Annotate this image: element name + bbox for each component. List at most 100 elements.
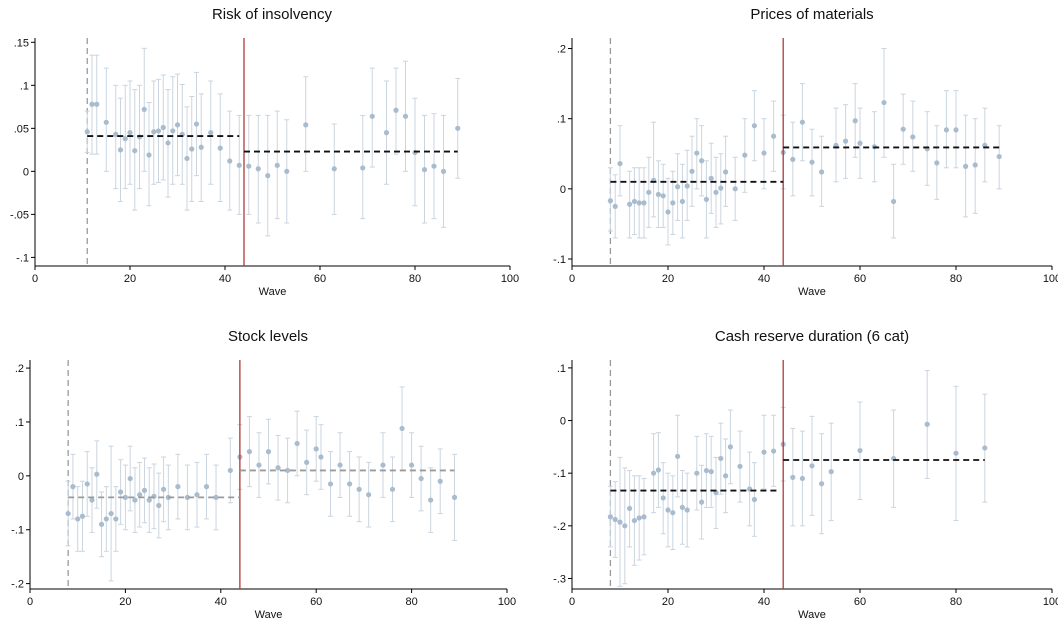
data-point xyxy=(694,435,700,511)
data-point xyxy=(943,90,950,169)
data-point xyxy=(193,71,200,177)
data-point xyxy=(122,84,128,190)
data-point xyxy=(655,432,662,508)
point-marker xyxy=(727,444,734,450)
point-marker xyxy=(337,462,343,468)
data-point xyxy=(612,174,618,239)
point-marker xyxy=(679,198,686,205)
point-marker xyxy=(265,449,272,455)
point-marker xyxy=(703,196,710,202)
point-marker xyxy=(89,497,95,503)
data-point xyxy=(636,167,642,239)
point-marker xyxy=(132,497,138,503)
data-point xyxy=(383,80,390,185)
point-marker xyxy=(84,481,90,487)
data-point xyxy=(409,432,415,498)
data-point xyxy=(924,111,930,186)
data-point xyxy=(996,125,1002,190)
point-marker xyxy=(421,167,428,173)
point-marker xyxy=(723,169,729,175)
point-marker xyxy=(655,191,662,198)
data-point xyxy=(174,73,181,177)
data-point xyxy=(972,118,978,214)
point-marker xyxy=(89,101,95,107)
point-marker xyxy=(972,162,978,168)
point-marker xyxy=(393,107,399,113)
data-point xyxy=(175,453,181,520)
point-marker xyxy=(227,467,233,474)
data-point xyxy=(151,80,157,185)
point-marker xyxy=(399,425,405,432)
point-marker xyxy=(440,168,447,174)
data-point xyxy=(356,456,362,523)
data-point xyxy=(184,106,190,211)
data-point xyxy=(274,110,280,220)
data-point xyxy=(617,456,623,587)
point-marker xyxy=(675,453,681,459)
data-point xyxy=(213,464,219,531)
point-marker xyxy=(660,193,666,199)
data-point xyxy=(660,163,666,228)
data-point xyxy=(953,90,959,169)
data-point xyxy=(612,481,618,558)
point-marker xyxy=(910,134,916,140)
data-point xyxy=(857,401,863,501)
point-marker xyxy=(65,510,71,517)
data-point xyxy=(833,107,839,183)
point-marker xyxy=(689,168,695,174)
data-point xyxy=(881,48,887,158)
point-marker xyxy=(383,130,390,136)
data-point xyxy=(742,118,748,193)
x-axis-label: Wave xyxy=(255,609,283,621)
data-point xyxy=(113,486,119,552)
point-marker xyxy=(996,153,1002,160)
data-point xyxy=(852,83,858,158)
point-marker xyxy=(617,160,623,167)
point-marker xyxy=(127,475,133,482)
data-point xyxy=(284,437,291,504)
data-point xyxy=(627,170,633,239)
chart-panel-1: Risk of insolvency -.1 -.05 0 .05 .1 .15 0 20 40 6… xyxy=(10,6,519,298)
point-marker xyxy=(631,198,638,205)
y-tick-label: .1 xyxy=(20,80,29,92)
y-tick-label: -.2 xyxy=(11,579,24,591)
data-point xyxy=(718,153,724,225)
point-marker xyxy=(655,467,662,473)
data-point xyxy=(141,47,147,172)
data-point xyxy=(94,440,100,509)
point-marker xyxy=(771,133,777,139)
point-marker xyxy=(636,515,642,521)
data-point xyxy=(421,114,428,224)
data-point xyxy=(346,451,353,517)
data-point xyxy=(771,100,777,172)
point-marker xyxy=(617,519,623,525)
point-marker xyxy=(612,516,618,523)
data-point xyxy=(636,475,642,561)
point-marker xyxy=(641,514,647,520)
point-marker xyxy=(437,478,443,484)
data-point xyxy=(360,114,366,220)
point-marker xyxy=(761,150,767,156)
data-point xyxy=(236,114,242,215)
x-tick-label: 20 xyxy=(119,596,131,608)
data-point xyxy=(622,467,628,585)
data-point xyxy=(94,54,100,155)
data-point xyxy=(380,432,386,498)
data-point xyxy=(318,424,324,490)
data-point xyxy=(617,125,623,197)
point-marker xyxy=(924,421,930,427)
chart-title: Risk of insolvency xyxy=(212,6,333,23)
data-point xyxy=(934,125,940,200)
point-marker xyxy=(146,152,152,158)
data-point xyxy=(790,121,796,197)
data-point xyxy=(809,128,815,197)
data-point xyxy=(699,125,705,197)
data-point xyxy=(98,491,105,558)
data-point xyxy=(275,434,281,501)
data-point xyxy=(132,89,138,211)
point-marker xyxy=(227,158,233,164)
point-marker xyxy=(718,185,724,191)
data-point xyxy=(651,121,657,218)
point-marker xyxy=(160,486,167,492)
data-point xyxy=(751,462,758,537)
